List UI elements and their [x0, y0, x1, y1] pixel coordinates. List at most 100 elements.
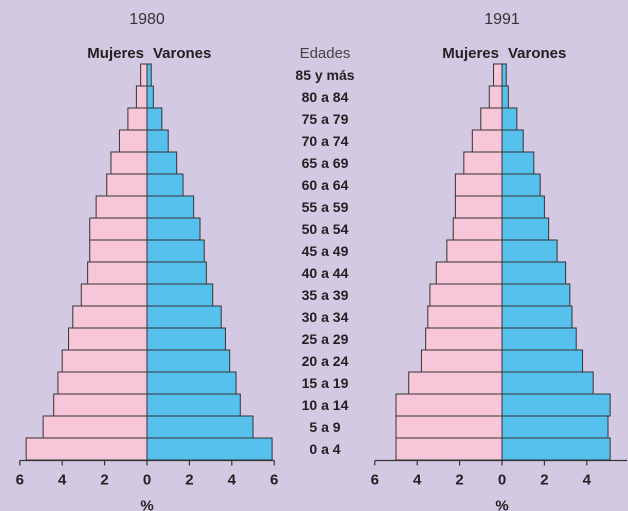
age-group-label: 45 a 49	[302, 243, 349, 259]
bar-varones	[146, 195, 195, 219]
bar-mujeres	[80, 283, 148, 307]
age-group-label: 10 a 14	[302, 397, 349, 413]
bar-mujeres	[480, 107, 503, 131]
bar-varones	[501, 85, 509, 109]
bar-varones	[501, 283, 571, 307]
bar-varones	[501, 173, 541, 197]
bar-varones	[501, 261, 567, 285]
bar-varones	[501, 415, 609, 439]
bar-mujeres	[454, 195, 503, 219]
bar-varones	[146, 173, 184, 197]
bar-varones	[501, 107, 518, 131]
age-group-label: 55 a 59	[302, 199, 349, 215]
bar-mujeres	[463, 151, 503, 175]
age-group-label: 60 a 64	[302, 177, 349, 193]
x-axis-label: %	[140, 498, 153, 511]
bar-mujeres	[95, 195, 148, 219]
bar-mujeres	[25, 437, 148, 461]
bar-mujeres	[72, 305, 148, 329]
age-group-label: 0 a 4	[309, 441, 340, 457]
age-group-label: 15 a 19	[302, 375, 349, 391]
bar-varones	[501, 151, 535, 175]
x-tick-label: 2	[455, 472, 463, 489]
bar-varones	[146, 305, 222, 329]
age-group-label: 35 a 39	[302, 287, 349, 303]
x-axis-label: %	[495, 498, 508, 511]
bar-mujeres	[395, 415, 503, 439]
bar-mujeres	[68, 327, 148, 351]
bar-varones	[146, 151, 178, 175]
age-group-label: 20 a 24	[302, 353, 349, 369]
age-group-label: 50 a 54	[302, 221, 349, 237]
series-label-mujeres: Mujeres	[87, 45, 144, 62]
panel-title: 1991	[484, 11, 520, 28]
x-tick-label: 4	[413, 472, 422, 489]
bar-mujeres	[127, 107, 148, 131]
age-group-label: 75 a 79	[302, 111, 349, 127]
age-group-label: 25 a 29	[302, 331, 349, 347]
x-tick-label: 2	[185, 472, 193, 489]
bar-varones	[501, 371, 594, 395]
x-tick-label: 0	[143, 472, 151, 489]
x-tick-label: 6	[270, 472, 278, 489]
bar-mujeres	[61, 349, 148, 373]
bar-mujeres	[57, 371, 148, 395]
bar-mujeres	[89, 217, 148, 241]
bar-varones	[146, 283, 214, 307]
bar-mujeres	[488, 85, 503, 109]
series-label-varones: Varones	[508, 45, 566, 62]
panel-title: 1980	[129, 11, 165, 28]
bar-varones	[146, 327, 226, 351]
bar-mujeres	[429, 283, 503, 307]
age-group-label: 65 a 69	[302, 155, 349, 171]
bar-varones	[146, 437, 273, 461]
bar-mujeres	[140, 63, 148, 87]
bar-varones	[501, 129, 524, 153]
bar-mujeres	[425, 327, 503, 351]
x-tick-label: 4	[583, 472, 592, 489]
bar-mujeres	[427, 305, 503, 329]
bar-mujeres	[452, 217, 503, 241]
age-group-label: 30 a 34	[302, 309, 349, 325]
bar-mujeres	[106, 173, 148, 197]
bar-varones	[146, 371, 237, 395]
bar-mujeres	[435, 261, 503, 285]
bar-mujeres	[420, 349, 503, 373]
bar-varones	[146, 239, 205, 263]
bar-varones	[501, 63, 507, 87]
bar-mujeres	[408, 371, 503, 395]
bar-mujeres	[42, 415, 148, 439]
bar-varones	[146, 261, 207, 285]
x-tick-label: 6	[371, 472, 379, 489]
bar-mujeres	[118, 129, 148, 153]
x-tick-label: 0	[498, 472, 506, 489]
bar-mujeres	[395, 393, 503, 417]
bar-mujeres	[454, 173, 503, 197]
x-tick-label: 6	[16, 472, 24, 489]
bar-varones	[501, 393, 611, 417]
bar-varones	[501, 195, 545, 219]
x-tick-label: 2	[100, 472, 108, 489]
bar-varones	[501, 349, 584, 373]
x-tick-label: 4	[58, 472, 67, 489]
bar-varones	[501, 437, 611, 461]
x-tick-label: 4	[228, 472, 237, 489]
bar-varones	[501, 327, 577, 351]
bar-mujeres	[53, 393, 148, 417]
bar-mujeres	[89, 239, 148, 263]
age-header: Edades	[300, 45, 351, 62]
bar-varones	[146, 415, 254, 439]
age-group-label: 40 a 44	[302, 265, 349, 281]
age-group-label: 80 a 84	[302, 89, 349, 105]
bar-varones	[501, 239, 558, 263]
bar-mujeres	[395, 437, 503, 461]
bar-varones	[146, 63, 152, 87]
age-group-label: 5 a 9	[309, 419, 340, 435]
bar-varones	[146, 107, 163, 131]
age-group-label: 70 a 74	[302, 133, 349, 149]
bar-mujeres	[87, 261, 148, 285]
bar-mujeres	[135, 85, 148, 109]
age-group-label: 85 y más	[295, 67, 354, 83]
series-label-varones: Varones	[153, 45, 211, 62]
